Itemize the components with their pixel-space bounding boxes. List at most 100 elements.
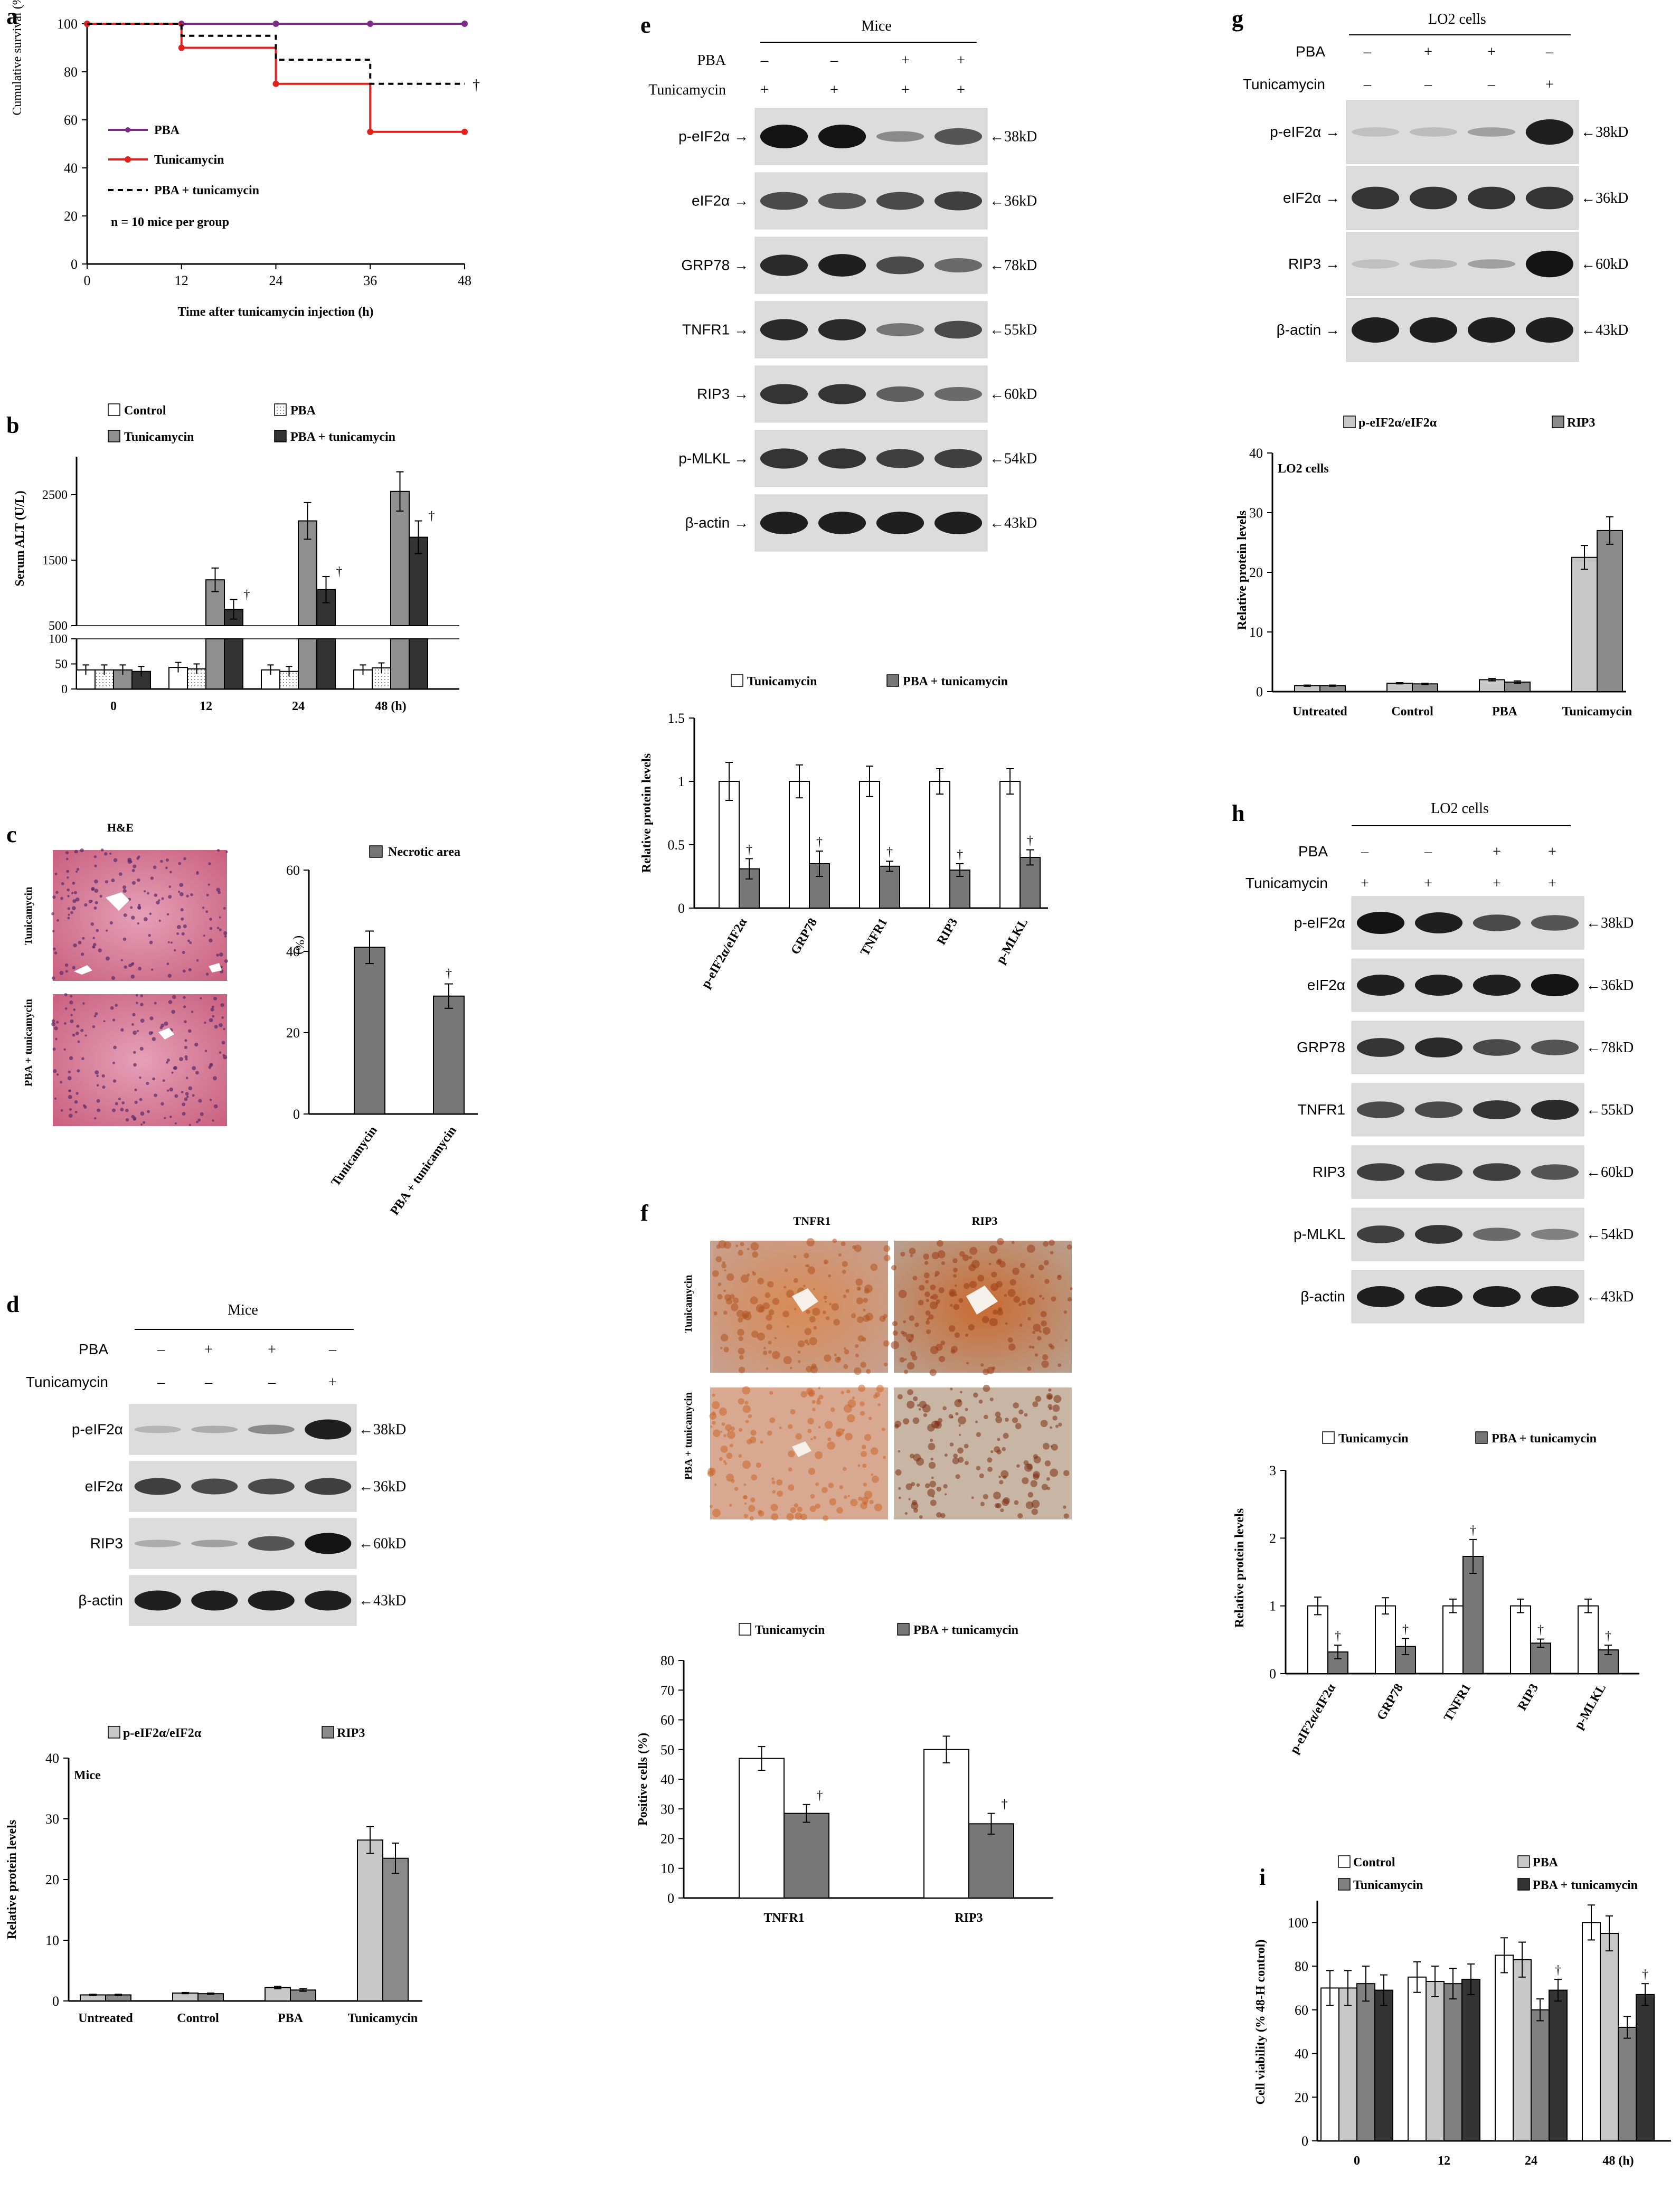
ihc-stain — [996, 1449, 1002, 1455]
he-nucleus — [67, 1076, 72, 1081]
panel-e-group-title: Mice — [861, 18, 892, 34]
ihc-stain — [898, 1487, 901, 1490]
i-bar — [1461, 1978, 1480, 2142]
blot-label: TNFR1 — [1298, 1101, 1345, 1118]
c-bar — [433, 995, 465, 1115]
ihc-stain — [1032, 1330, 1035, 1334]
he-nucleus — [161, 1102, 164, 1106]
ihc-stain — [863, 1298, 868, 1303]
he-nucleus — [196, 872, 199, 875]
ihc-stain — [865, 1313, 874, 1321]
ihc-stain — [983, 1368, 989, 1375]
h-dagger: † — [1402, 1622, 1409, 1636]
blot-size: ←43kD — [1581, 322, 1628, 338]
panel-letter-f: f — [640, 1200, 649, 1226]
he-nucleus — [101, 1074, 105, 1078]
he-vessel-4 — [158, 1028, 174, 1040]
ihc-stain — [1024, 1463, 1033, 1472]
ihc-stain — [1055, 1424, 1059, 1428]
ihc-stain — [734, 1487, 739, 1491]
ihc-stain — [981, 1316, 989, 1324]
h-legend-swatch — [1475, 1431, 1488, 1444]
he-nucleus — [160, 860, 163, 863]
he-nucleus — [169, 1087, 174, 1092]
ihc-stain — [824, 1421, 833, 1429]
he-nucleus — [179, 892, 184, 896]
ihc-stain — [720, 1445, 728, 1453]
ihc-stain — [771, 1513, 779, 1521]
ihc-stain — [1031, 1499, 1040, 1508]
he-nucleus — [152, 1037, 156, 1041]
ihc-stain — [871, 1473, 873, 1476]
he-nucleus — [93, 1015, 97, 1017]
ihc-stain — [790, 1409, 796, 1415]
blot-size: ←36kD — [989, 193, 1037, 210]
ihc-stain — [958, 1424, 961, 1427]
blot-label: β-actin → — [1277, 322, 1340, 338]
e-xtick-label: RIP3 — [935, 916, 960, 947]
ihc-stain — [717, 1294, 723, 1300]
he-nucleus — [109, 852, 112, 855]
blot-label: p-eIF2α → — [678, 128, 749, 145]
he-nucleus — [223, 907, 226, 910]
ihc-stain — [858, 1384, 865, 1392]
he-nucleus — [54, 1097, 57, 1100]
panel-c-bars: Tunicamycin PBA + tunicamycin † — [329, 930, 465, 1217]
ihc-stain — [829, 1498, 837, 1506]
he-nucleus — [192, 1094, 195, 1097]
blot-size: ←54kD — [1586, 1226, 1634, 1243]
b-legend-label: PBA — [290, 404, 316, 418]
b-dagger: † — [244, 588, 250, 601]
ihc-stain — [925, 1280, 929, 1284]
ihc-stain — [936, 1486, 942, 1492]
he-nucleus — [74, 1110, 78, 1113]
f-ylabel: Positive cells (%) — [636, 1733, 650, 1826]
f-ytick-label: 50 — [660, 1742, 674, 1758]
ihc-stain — [860, 1411, 865, 1416]
blot-band — [876, 192, 924, 210]
ihc-stain — [864, 1288, 870, 1294]
ihc-stain — [918, 1299, 924, 1306]
ihc-stain — [1033, 1324, 1041, 1332]
ihc-stain — [712, 1421, 716, 1425]
ihc-stain — [953, 1453, 958, 1458]
he-nucleus — [53, 1069, 57, 1073]
he-nucleus — [110, 1006, 114, 1010]
ihc-stain — [1005, 1322, 1008, 1325]
treatment-sign: + — [1424, 875, 1432, 892]
panel-d: d Mice PBA – + + – Tunicamycin – – – + p-eIF2α ←38… — [5, 1291, 422, 2025]
ihc-stain — [810, 1365, 818, 1373]
blot-band — [1351, 259, 1400, 269]
he-nucleus — [213, 1076, 217, 1081]
he-nucleus — [185, 1057, 188, 1061]
treatment-sign: + — [1493, 844, 1501, 860]
he-nucleus — [166, 962, 169, 966]
a-series-point — [367, 21, 374, 27]
ihc-stain — [721, 1422, 725, 1426]
ihc-stain — [952, 1457, 959, 1465]
he-nucleus — [100, 848, 104, 852]
ihc-stain — [932, 1495, 935, 1498]
ihc-stain — [730, 1294, 735, 1299]
ihc-stain — [960, 1391, 962, 1394]
ihc-stain — [743, 1495, 748, 1500]
legend-swatch-necrotic — [369, 845, 383, 858]
i-legend-swatch — [1338, 1878, 1351, 1891]
he-nucleus — [136, 1030, 139, 1033]
ihc-stain — [823, 1515, 828, 1521]
i-ytick-label: 80 — [1295, 1959, 1308, 1974]
ihc-stain — [964, 1461, 969, 1466]
he-nucleus — [54, 1026, 58, 1031]
blot-band — [1473, 1228, 1521, 1241]
ihc-stain — [926, 1320, 930, 1325]
ihc-stain — [992, 1309, 998, 1315]
ihc-vessel-1 — [792, 1288, 818, 1312]
treatment-sign: + — [957, 52, 965, 69]
f-ytick-label: 0 — [667, 1891, 674, 1906]
ihc-stain — [973, 1392, 978, 1398]
ihc-stain — [834, 1353, 837, 1356]
ihc-stain — [768, 1340, 772, 1345]
f-legend-swatch — [739, 1623, 751, 1636]
d-inner-title: Mice — [74, 1769, 101, 1782]
